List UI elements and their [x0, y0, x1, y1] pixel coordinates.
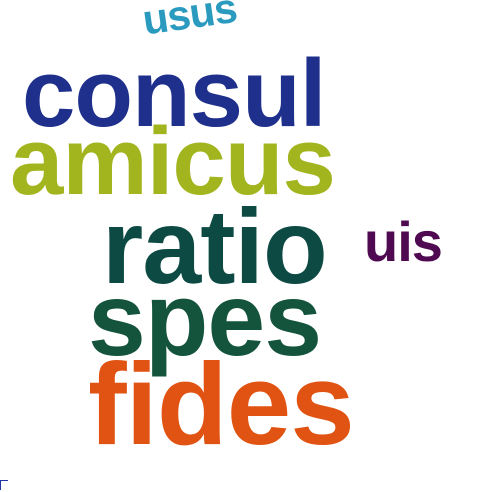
word-ratio: ratio	[102, 188, 328, 306]
word-consul: consul	[22, 40, 326, 147]
word-amicus: amicus	[10, 108, 336, 215]
word-uis: uis	[364, 210, 443, 273]
word-fides: fides	[88, 339, 355, 469]
word-usus: usus	[139, 0, 240, 44]
word-spes: spes	[88, 262, 322, 378]
corner-bracket-icon	[0, 480, 8, 490]
